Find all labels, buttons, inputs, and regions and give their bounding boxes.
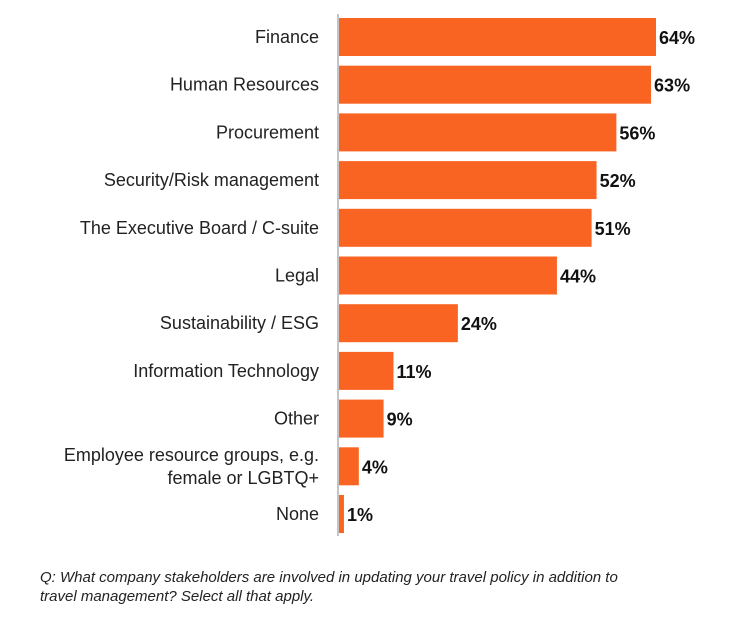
category-label-7: Information Technology xyxy=(133,361,319,381)
category-label-8: Other xyxy=(274,409,319,429)
bar-3 xyxy=(339,161,597,200)
category-label-6: Sustainability / ESG xyxy=(160,313,319,333)
category-label-line: The Executive Board / C-suite xyxy=(80,218,319,238)
bar-6 xyxy=(339,304,458,343)
bar-2 xyxy=(339,113,617,152)
category-label-3: Security/Risk management xyxy=(104,170,319,190)
bar-1 xyxy=(339,65,652,104)
category-label-line: female or LGBTQ+ xyxy=(167,468,319,488)
bar-7 xyxy=(339,351,394,390)
value-label-6: 24% xyxy=(461,314,497,334)
category-label-10: None xyxy=(276,504,319,524)
bar-8 xyxy=(339,399,384,438)
category-label-1: Human Resources xyxy=(170,75,319,95)
value-label-5: 44% xyxy=(560,267,596,287)
category-label-line: Finance xyxy=(255,27,319,47)
category-label-line: Other xyxy=(274,409,319,429)
value-label-10: 1% xyxy=(347,505,373,525)
category-label-line: Information Technology xyxy=(133,361,319,381)
category-label-line: Sustainability / ESG xyxy=(160,313,319,333)
category-label-line: Legal xyxy=(275,266,319,286)
bar-0 xyxy=(339,18,656,56)
value-label-3: 52% xyxy=(600,171,636,191)
value-label-8: 9% xyxy=(387,410,413,430)
value-label-0: 64% xyxy=(659,28,695,48)
category-label-line: None xyxy=(276,504,319,524)
category-label-5: Legal xyxy=(275,266,319,286)
category-label-line: Procurement xyxy=(216,122,319,142)
category-label-2: Procurement xyxy=(216,122,319,142)
survey-question-footnote: Q: What company stakeholders are involve… xyxy=(40,569,618,605)
bar-9 xyxy=(339,447,359,486)
bar-chart: 64% Finance 63% Human Resources 56% Procureme… xyxy=(64,14,695,536)
value-label-9: 4% xyxy=(362,457,388,477)
value-label-2: 56% xyxy=(619,123,655,143)
value-label-1: 63% xyxy=(654,76,690,96)
bar-5 xyxy=(339,256,557,295)
category-label-4: The Executive Board / C-suite xyxy=(80,218,319,238)
category-label-0: Finance xyxy=(255,27,319,47)
category-label-line: Security/Risk management xyxy=(104,170,319,190)
category-label-line: Human Resources xyxy=(170,75,319,95)
category-label-9: Employee resource groups, e.g. female or … xyxy=(64,445,319,488)
bar-4 xyxy=(339,208,592,247)
bar-10 xyxy=(339,495,344,533)
value-label-7: 11% xyxy=(396,362,431,382)
value-label-4: 51% xyxy=(595,219,631,239)
category-label-line: Employee resource groups, e.g. xyxy=(64,445,319,465)
